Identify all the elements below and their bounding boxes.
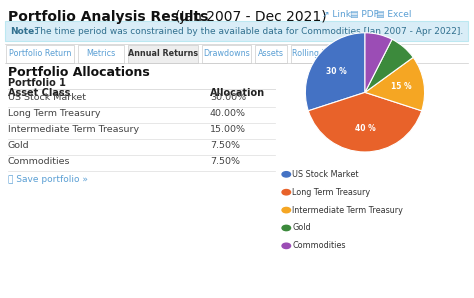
Text: 7.50%: 7.50% — [210, 141, 240, 150]
Bar — [128, 45, 198, 63]
Text: Gold: Gold — [8, 141, 29, 150]
Text: Portfolio Allocations: Portfolio Allocations — [8, 66, 150, 79]
Text: Drawdowns: Drawdowns — [203, 49, 250, 58]
Bar — [291, 45, 353, 63]
Wedge shape — [308, 92, 422, 152]
Text: US Stock Market: US Stock Market — [292, 170, 359, 179]
Text: 40.00%: 40.00% — [210, 109, 246, 118]
Text: Long Term Treasury: Long Term Treasury — [8, 109, 100, 118]
Wedge shape — [305, 33, 365, 111]
Text: Intermediate Term Treasury: Intermediate Term Treasury — [292, 206, 403, 215]
Text: The time period was constrained by the available data for Commodities [Jan 2007 : The time period was constrained by the a… — [32, 27, 463, 35]
Text: Long Term Treasury: Long Term Treasury — [292, 188, 371, 197]
Text: Portfolio Analysis Results: Portfolio Analysis Results — [8, 10, 213, 24]
Text: 30 %: 30 % — [326, 67, 346, 76]
Text: Allocation: Allocation — [210, 88, 265, 98]
Bar — [255, 45, 287, 63]
Text: US Stock Market: US Stock Market — [8, 93, 86, 102]
Bar — [78, 45, 124, 63]
Text: ↗ Link: ↗ Link — [322, 10, 351, 19]
Text: 30.00%: 30.00% — [210, 93, 246, 102]
Wedge shape — [365, 57, 425, 111]
Text: 15.00%: 15.00% — [210, 125, 246, 134]
Text: ▤ PDF: ▤ PDF — [350, 10, 379, 19]
Text: 7.50%: 7.50% — [210, 157, 240, 166]
Text: Assets: Assets — [258, 49, 284, 58]
Text: Metrics: Metrics — [86, 49, 116, 58]
Text: 15 %: 15 % — [391, 82, 412, 91]
Text: 40 %: 40 % — [355, 124, 375, 133]
Wedge shape — [365, 39, 413, 92]
Bar — [202, 45, 251, 63]
Text: Portfolio 1: Portfolio 1 — [8, 78, 66, 88]
Text: Gold: Gold — [292, 224, 311, 232]
Text: Commodities: Commodities — [292, 241, 346, 250]
Bar — [6, 45, 74, 63]
Text: Intermediate Term Treasury: Intermediate Term Treasury — [8, 125, 139, 134]
Text: 📁 Save portfolio »: 📁 Save portfolio » — [8, 175, 88, 184]
Text: Rolling Returns: Rolling Returns — [292, 49, 352, 58]
Text: Portfolio Return: Portfolio Return — [9, 49, 71, 58]
Text: Commodities: Commodities — [8, 157, 71, 166]
Text: (Jan 2007 - Dec 2021): (Jan 2007 - Dec 2021) — [175, 10, 327, 24]
Text: ▤ Excel: ▤ Excel — [376, 10, 411, 19]
Text: Asset Class: Asset Class — [8, 88, 70, 98]
Text: Note:: Note: — [10, 27, 38, 35]
Text: Annual Returns: Annual Returns — [128, 49, 198, 58]
FancyBboxPatch shape — [5, 21, 468, 41]
Wedge shape — [365, 33, 392, 92]
